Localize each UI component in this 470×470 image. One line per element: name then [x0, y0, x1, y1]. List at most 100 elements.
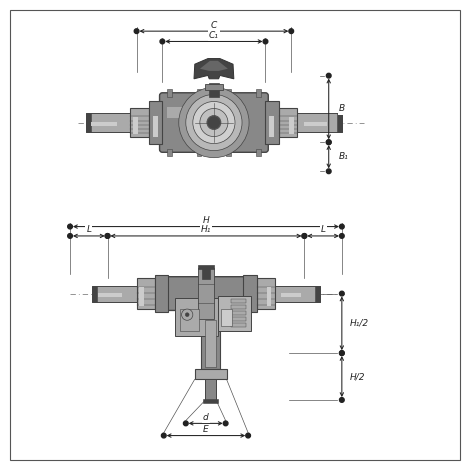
FancyBboxPatch shape [159, 93, 268, 152]
Circle shape [105, 234, 110, 238]
Circle shape [68, 234, 72, 238]
FancyBboxPatch shape [197, 266, 214, 269]
FancyBboxPatch shape [195, 369, 227, 379]
FancyBboxPatch shape [137, 278, 156, 309]
FancyBboxPatch shape [266, 102, 279, 144]
FancyBboxPatch shape [197, 89, 202, 96]
FancyBboxPatch shape [131, 109, 149, 137]
Text: H: H [203, 216, 209, 225]
Text: B₁: B₁ [339, 152, 349, 161]
Circle shape [339, 224, 344, 229]
FancyBboxPatch shape [221, 309, 232, 326]
FancyBboxPatch shape [289, 117, 294, 134]
FancyBboxPatch shape [166, 277, 246, 311]
Circle shape [326, 169, 331, 173]
FancyBboxPatch shape [175, 298, 218, 336]
FancyBboxPatch shape [203, 400, 218, 403]
FancyBboxPatch shape [167, 89, 172, 96]
FancyBboxPatch shape [140, 288, 143, 306]
FancyBboxPatch shape [86, 113, 91, 132]
FancyBboxPatch shape [167, 107, 208, 118]
FancyBboxPatch shape [201, 308, 220, 369]
Circle shape [160, 39, 164, 44]
Circle shape [186, 94, 242, 151]
Text: d: d [203, 413, 209, 422]
Text: B: B [339, 104, 345, 113]
Circle shape [68, 224, 72, 229]
FancyBboxPatch shape [92, 286, 137, 302]
FancyBboxPatch shape [205, 320, 216, 367]
FancyBboxPatch shape [231, 299, 246, 303]
FancyBboxPatch shape [133, 117, 138, 134]
Circle shape [302, 234, 307, 238]
Polygon shape [200, 61, 228, 71]
FancyBboxPatch shape [269, 116, 274, 137]
FancyBboxPatch shape [231, 311, 246, 315]
Circle shape [326, 140, 331, 145]
Text: C₁: C₁ [209, 31, 219, 40]
Circle shape [326, 140, 331, 145]
Text: H/2: H/2 [350, 372, 365, 381]
FancyBboxPatch shape [281, 293, 301, 297]
Circle shape [134, 29, 139, 33]
Text: H₁/2: H₁/2 [350, 319, 369, 328]
FancyBboxPatch shape [197, 149, 202, 156]
Circle shape [339, 351, 344, 355]
FancyBboxPatch shape [231, 323, 246, 327]
FancyBboxPatch shape [243, 275, 257, 313]
FancyBboxPatch shape [337, 113, 342, 132]
FancyBboxPatch shape [205, 379, 216, 400]
Circle shape [208, 116, 220, 129]
Text: L: L [321, 225, 326, 234]
Circle shape [302, 234, 307, 238]
FancyBboxPatch shape [91, 122, 118, 126]
FancyBboxPatch shape [98, 293, 122, 297]
Circle shape [339, 291, 344, 296]
FancyBboxPatch shape [209, 83, 219, 96]
Circle shape [105, 234, 110, 238]
FancyBboxPatch shape [202, 267, 210, 279]
FancyBboxPatch shape [256, 149, 261, 156]
Circle shape [339, 234, 344, 238]
FancyBboxPatch shape [149, 102, 162, 144]
FancyBboxPatch shape [256, 89, 261, 96]
Text: C: C [211, 21, 217, 30]
FancyBboxPatch shape [92, 286, 97, 302]
Text: E: E [203, 425, 209, 434]
FancyBboxPatch shape [267, 288, 271, 306]
FancyBboxPatch shape [298, 113, 342, 132]
FancyBboxPatch shape [257, 278, 275, 309]
FancyBboxPatch shape [227, 149, 231, 156]
Text: L: L [86, 225, 91, 234]
Circle shape [161, 433, 166, 438]
FancyBboxPatch shape [305, 122, 327, 126]
Circle shape [207, 116, 221, 130]
Circle shape [339, 351, 344, 355]
FancyBboxPatch shape [167, 149, 172, 156]
FancyBboxPatch shape [204, 84, 223, 90]
Circle shape [181, 309, 193, 320]
FancyBboxPatch shape [315, 286, 320, 302]
Circle shape [246, 433, 251, 438]
Circle shape [339, 398, 344, 402]
FancyBboxPatch shape [218, 296, 251, 331]
Circle shape [183, 421, 188, 426]
Circle shape [326, 73, 331, 78]
FancyBboxPatch shape [231, 317, 246, 321]
Circle shape [185, 313, 189, 316]
FancyBboxPatch shape [153, 116, 158, 137]
FancyBboxPatch shape [197, 268, 214, 319]
FancyBboxPatch shape [156, 275, 168, 313]
Circle shape [179, 87, 249, 157]
Circle shape [223, 421, 228, 426]
FancyBboxPatch shape [180, 309, 199, 331]
FancyBboxPatch shape [275, 286, 320, 302]
Circle shape [289, 29, 294, 33]
FancyBboxPatch shape [86, 113, 131, 132]
Polygon shape [194, 59, 234, 79]
FancyBboxPatch shape [279, 109, 298, 137]
Circle shape [263, 39, 268, 44]
Circle shape [200, 109, 228, 137]
FancyBboxPatch shape [227, 89, 231, 96]
Text: H₁: H₁ [201, 225, 211, 234]
